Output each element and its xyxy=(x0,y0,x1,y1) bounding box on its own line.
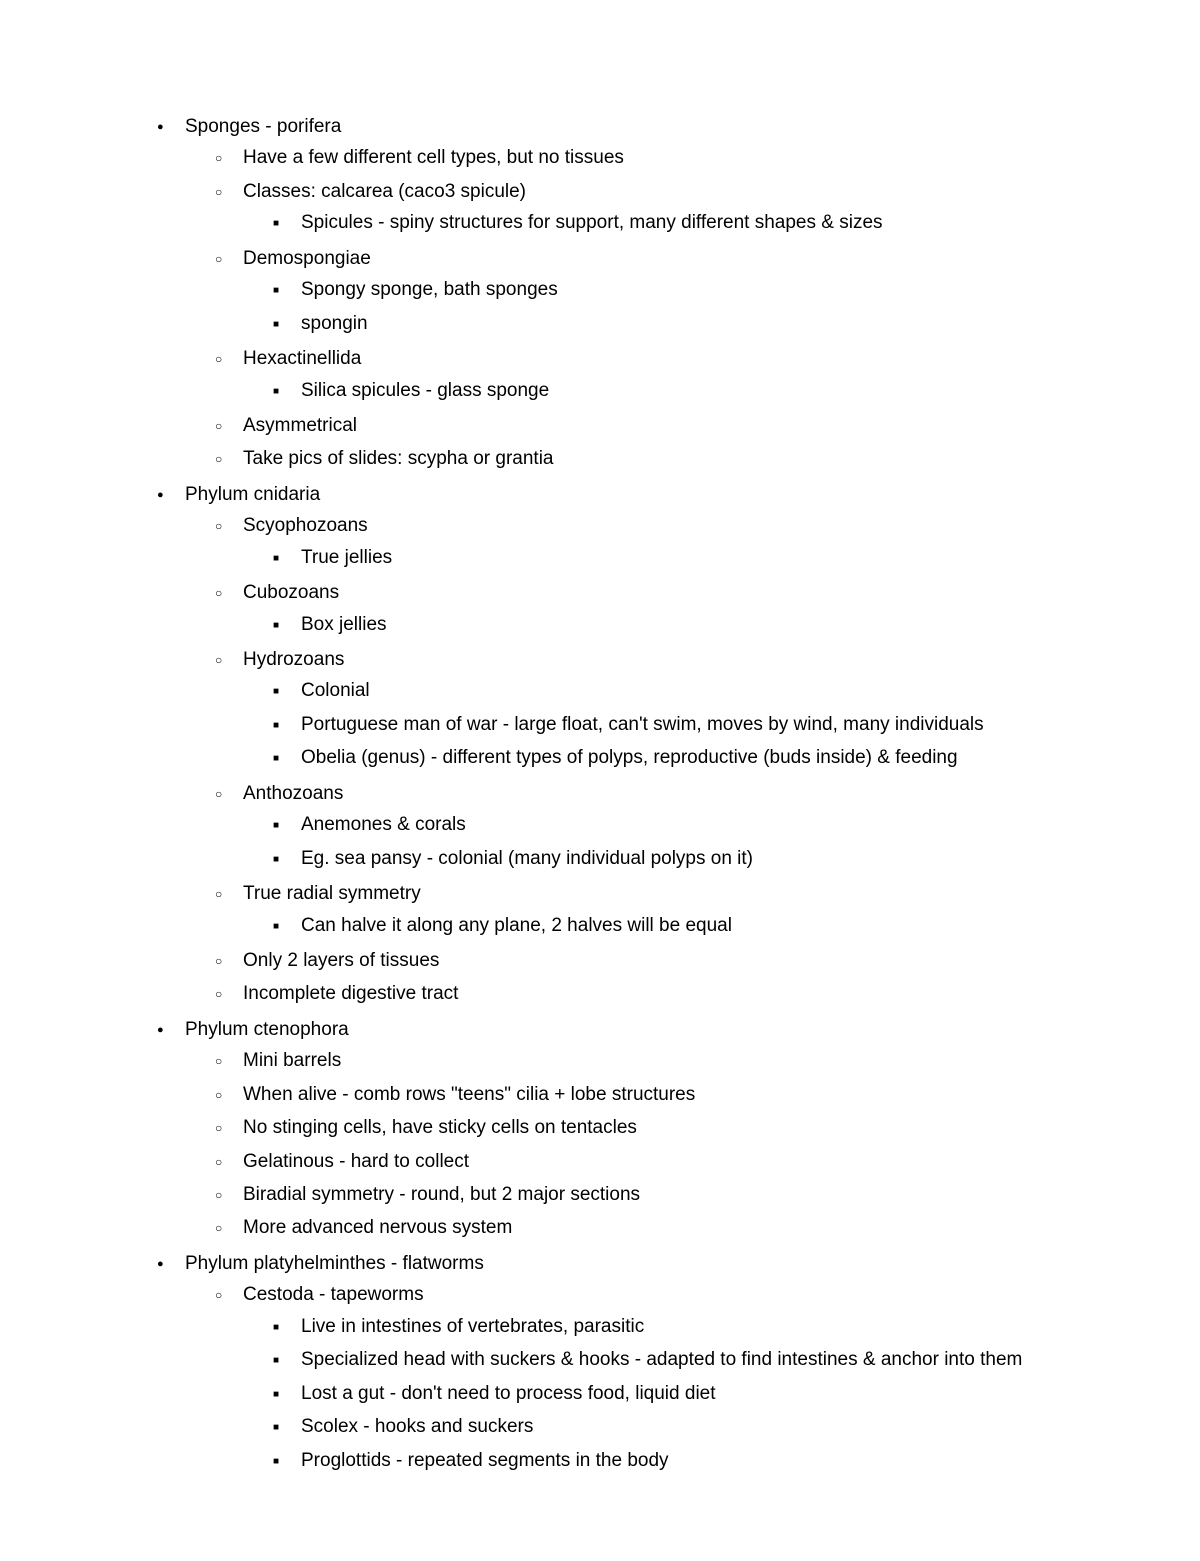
nested-list: Scyophozoans True jellies Cubozoans Box jel… xyxy=(185,509,1055,1011)
list-item: Proglottids - repeated segments in the b… xyxy=(301,1444,1055,1477)
list-item: Demospongiae Spongy sponge, bath sponges s… xyxy=(243,242,1055,342)
list-item-text: Specialized head with suckers & hooks - … xyxy=(301,1349,1022,1370)
list-item-text: Anthozoans xyxy=(243,783,343,804)
list-item-text: Scolex - hooks and suckers xyxy=(301,1416,533,1437)
nested-list: Box jellies xyxy=(243,608,1055,641)
list-item: Portuguese man of war - large float, can… xyxy=(301,708,1055,741)
list-item: Obelia (genus) - different types of poly… xyxy=(301,741,1055,774)
list-item: Phylum ctenophora Mini barrels When alive … xyxy=(185,1013,1055,1247)
list-item: Classes: calcarea (caco3 spicule) Spicule… xyxy=(243,175,1055,242)
list-item: No stinging cells, have sticky cells on … xyxy=(243,1111,1055,1144)
list-item: Box jellies xyxy=(301,608,1055,641)
list-item: Spongy sponge, bath sponges xyxy=(301,273,1055,306)
list-item-text: Anemones & corals xyxy=(301,814,466,835)
list-item-text: Only 2 layers of tissues xyxy=(243,950,439,971)
list-item-text: Demospongiae xyxy=(243,248,371,269)
list-item: Live in intestines of vertebrates, paras… xyxy=(301,1310,1055,1343)
list-item-text: Obelia (genus) - different types of poly… xyxy=(301,747,958,768)
list-item-text: True radial symmetry xyxy=(243,883,421,904)
list-item: Have a few different cell types, but no … xyxy=(243,141,1055,174)
list-item-text: Live in intestines of vertebrates, paras… xyxy=(301,1316,644,1337)
nested-list: Can halve it along any plane, 2 halves w… xyxy=(243,909,1055,942)
list-item-text: Incomplete digestive tract xyxy=(243,983,458,1004)
list-item: Can halve it along any plane, 2 halves w… xyxy=(301,909,1055,942)
list-item-text: Asymmetrical xyxy=(243,415,357,436)
list-item-text: Cestoda - tapeworms xyxy=(243,1284,424,1305)
list-item: Sponges - porifera Have a few different c… xyxy=(185,110,1055,478)
list-item-text: Phylum ctenophora xyxy=(185,1019,349,1040)
list-item: Spicules - spiny structures for support,… xyxy=(301,206,1055,239)
list-item-text: Hydrozoans xyxy=(243,649,344,670)
list-item: Gelatinous - hard to collect xyxy=(243,1145,1055,1178)
list-item: Colonial xyxy=(301,674,1055,707)
document-page: Sponges - porifera Have a few different c… xyxy=(0,0,1200,1561)
list-item: Anemones & corals xyxy=(301,808,1055,841)
list-item: Phylum cnidaria Scyophozoans True jellies C… xyxy=(185,478,1055,1013)
list-item-text: Phylum platyhelminthes - flatworms xyxy=(185,1253,484,1274)
list-item: Hexactinellida Silica spicules - glass sp… xyxy=(243,342,1055,409)
list-item: Lost a gut - don't need to process food,… xyxy=(301,1377,1055,1410)
list-item-text: Can halve it along any plane, 2 halves w… xyxy=(301,915,732,936)
outline-root: Sponges - porifera Have a few different c… xyxy=(145,110,1055,1481)
nested-list: Live in intestines of vertebrates, paras… xyxy=(243,1310,1055,1477)
list-item-text: No stinging cells, have sticky cells on … xyxy=(243,1117,637,1138)
nested-list: Colonial Portuguese man of war - large fl… xyxy=(243,674,1055,774)
nested-list: Have a few different cell types, but no … xyxy=(185,141,1055,475)
list-item-text: Spicules - spiny structures for support,… xyxy=(301,212,883,233)
list-item: Take pics of slides: scypha or grantia xyxy=(243,442,1055,475)
list-item-text: Spongy sponge, bath sponges xyxy=(301,279,558,300)
list-item: Mini barrels xyxy=(243,1044,1055,1077)
list-item: When alive - comb rows "teens" cilia + l… xyxy=(243,1078,1055,1111)
list-item-text: Have a few different cell types, but no … xyxy=(243,147,624,168)
list-item: Asymmetrical xyxy=(243,409,1055,442)
list-item: Cestoda - tapeworms Live in intestines of… xyxy=(243,1278,1055,1479)
list-item: Anthozoans Anemones & corals Eg. sea pansy… xyxy=(243,777,1055,877)
list-item-text: spongin xyxy=(301,313,368,334)
list-item-text: Biradial symmetry - round, but 2 major s… xyxy=(243,1184,640,1205)
list-item: Phylum platyhelminthes - flatworms Cestod… xyxy=(185,1247,1055,1481)
list-item-text: Mini barrels xyxy=(243,1050,341,1071)
list-item-text: True jellies xyxy=(301,547,392,568)
list-item-text: Take pics of slides: scypha or grantia xyxy=(243,448,554,469)
list-item-text: Portuguese man of war - large float, can… xyxy=(301,714,984,735)
nested-list: Anemones & corals Eg. sea pansy - colonia… xyxy=(243,808,1055,875)
list-item: Silica spicules - glass sponge xyxy=(301,374,1055,407)
list-item-text: When alive - comb rows "teens" cilia + l… xyxy=(243,1084,695,1105)
list-item-text: Hexactinellida xyxy=(243,348,361,369)
list-item-text: Box jellies xyxy=(301,614,387,635)
nested-list: Mini barrels When alive - comb rows "teen… xyxy=(185,1044,1055,1245)
list-item: True radial symmetry Can halve it along a… xyxy=(243,877,1055,944)
list-item-text: Proglottids - repeated segments in the b… xyxy=(301,1450,669,1471)
list-item-text: Sponges - porifera xyxy=(185,116,341,137)
list-item-text: Scyophozoans xyxy=(243,515,368,536)
list-item: True jellies xyxy=(301,541,1055,574)
list-item-text: Lost a gut - don't need to process food,… xyxy=(301,1383,716,1404)
list-item: Biradial symmetry - round, but 2 major s… xyxy=(243,1178,1055,1211)
nested-list: Spicules - spiny structures for support,… xyxy=(243,206,1055,239)
list-item-text: Phylum cnidaria xyxy=(185,484,320,505)
list-item-text: Colonial xyxy=(301,680,370,701)
list-item: Only 2 layers of tissues xyxy=(243,944,1055,977)
list-item: Hydrozoans Colonial Portuguese man of war … xyxy=(243,643,1055,777)
list-item: More advanced nervous system xyxy=(243,1211,1055,1244)
list-item: spongin xyxy=(301,307,1055,340)
list-item-text: Cubozoans xyxy=(243,582,339,603)
list-item-text: More advanced nervous system xyxy=(243,1217,512,1238)
nested-list: Silica spicules - glass sponge xyxy=(243,374,1055,407)
list-item: Eg. sea pansy - colonial (many individua… xyxy=(301,842,1055,875)
list-item-text: Eg. sea pansy - colonial (many individua… xyxy=(301,848,753,869)
list-item: Incomplete digestive tract xyxy=(243,977,1055,1010)
nested-list: True jellies xyxy=(243,541,1055,574)
list-item-text: Silica spicules - glass sponge xyxy=(301,380,549,401)
list-item: Cubozoans Box jellies xyxy=(243,576,1055,643)
list-item: Scolex - hooks and suckers xyxy=(301,1410,1055,1443)
list-item-text: Gelatinous - hard to collect xyxy=(243,1151,469,1172)
list-item: Scyophozoans True jellies xyxy=(243,509,1055,576)
nested-list: Spongy sponge, bath sponges spongin xyxy=(243,273,1055,340)
nested-list: Cestoda - tapeworms Live in intestines of… xyxy=(185,1278,1055,1479)
list-item: Specialized head with suckers & hooks - … xyxy=(301,1343,1055,1376)
list-item-text: Classes: calcarea (caco3 spicule) xyxy=(243,181,526,202)
